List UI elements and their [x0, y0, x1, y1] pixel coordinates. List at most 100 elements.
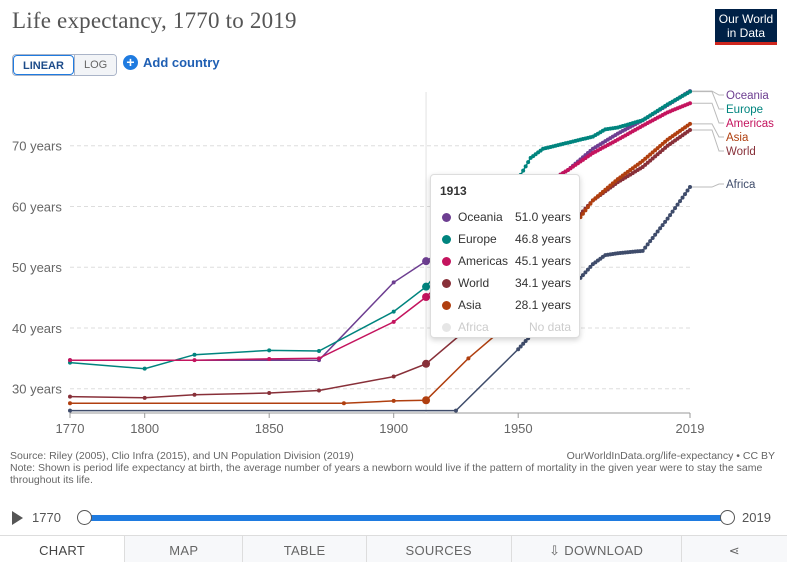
- data-point: [526, 160, 531, 165]
- legend-connector: [692, 123, 724, 138]
- tooltip-series-name: Africa: [458, 320, 489, 334]
- data-point: [267, 390, 272, 395]
- data-point: [688, 101, 692, 106]
- data-point: [650, 235, 655, 240]
- hover-point: [422, 282, 431, 291]
- data-point: [585, 205, 590, 210]
- hover-point: [422, 396, 431, 405]
- tab-table[interactable]: TABLE: [243, 536, 367, 562]
- tooltip-series-name: Europe: [458, 232, 497, 246]
- legend-connector: [692, 102, 724, 124]
- data-point: [316, 388, 321, 393]
- data-point: [588, 264, 593, 269]
- data-point: [670, 209, 675, 214]
- x-tick-label: 2019: [676, 421, 705, 436]
- line-chart: 30 years 40 years 50 years 60 years 70 years…: [12, 89, 774, 436]
- data-point: [391, 374, 396, 379]
- hover-point: [422, 257, 431, 266]
- scale-toggle: LINEAR LOG: [12, 54, 118, 76]
- share-icon: ⋖: [728, 543, 740, 558]
- data-point: [192, 392, 197, 397]
- data-point: [583, 270, 588, 275]
- y-tick-label: 70 years: [12, 139, 62, 154]
- source-link[interactable]: OurWorldInData.org/life-expectancy • CC …: [566, 450, 775, 462]
- tooltip-row-asia: Asia 28.1 years: [440, 294, 571, 316]
- data-point: [68, 394, 72, 399]
- tooltip-value: 51.0 years: [514, 210, 571, 224]
- tooltip-year: 1913: [440, 184, 467, 198]
- data-point: [588, 201, 593, 206]
- tooltip-series-name: World: [458, 276, 490, 290]
- logo-line-2: in Data: [726, 26, 766, 40]
- timeline-track[interactable]: [85, 515, 730, 521]
- data-point: [341, 401, 346, 406]
- data-point: [645, 242, 650, 247]
- data-point: [466, 356, 471, 361]
- x-axis: 1770 1800 1850 1900 1950 2019: [56, 412, 705, 436]
- data-point: [668, 213, 673, 218]
- tooltip-series-name: Asia: [458, 298, 482, 312]
- legend-label-europe: Europe: [726, 104, 763, 116]
- download-icon: ⇩: [549, 543, 565, 558]
- data-point: [688, 127, 692, 132]
- timeline-end-handle[interactable]: [720, 510, 735, 525]
- series-line-world: [69, 129, 691, 399]
- tooltip-row-americas: Americas 45.1 years: [440, 250, 571, 272]
- data-point: [68, 358, 72, 363]
- tooltip-row-world: World 34.1 years: [440, 272, 571, 294]
- note-text: Note: Shown is period life expectancy at…: [10, 462, 763, 486]
- legend-connector: [692, 183, 724, 188]
- grid-lines: [70, 145, 690, 390]
- data-point: [192, 352, 197, 357]
- series-lines: [68, 89, 692, 413]
- legend-connector: [692, 129, 724, 152]
- download-label: DOWNLOAD: [564, 543, 644, 558]
- legend-dot-icon: [442, 234, 451, 244]
- linear-scale-button[interactable]: LINEAR: [13, 55, 74, 75]
- legend-label-americas: Americas: [726, 118, 774, 130]
- data-point: [688, 185, 692, 190]
- tooltip-series-name: Oceania: [458, 210, 503, 224]
- tab-sources[interactable]: SOURCES: [366, 536, 512, 562]
- tooltip-value: 45.1 years: [514, 254, 571, 268]
- log-scale-button[interactable]: LOG: [73, 55, 117, 75]
- data-point: [675, 202, 680, 207]
- x-tick-label: 1770: [56, 421, 85, 436]
- tab-map[interactable]: MAP: [125, 536, 244, 562]
- legend-label-oceania: Oceania: [726, 90, 769, 102]
- tab-chart[interactable]: CHART: [0, 536, 126, 562]
- timeline-start-label: 1770: [32, 510, 61, 525]
- add-country-button[interactable]: + Add country: [123, 55, 220, 70]
- data-point: [683, 192, 688, 197]
- tab-download[interactable]: ⇩ DOWNLOAD: [511, 536, 682, 562]
- owid-logo[interactable]: Our World in Data: [715, 9, 777, 45]
- data-point: [516, 347, 521, 352]
- legend-connector: [692, 91, 724, 110]
- share-button[interactable]: ⋖: [681, 536, 787, 562]
- data-point: [643, 245, 648, 250]
- data-point: [521, 168, 526, 173]
- data-point: [391, 398, 396, 403]
- data-point: [267, 348, 272, 353]
- data-point: [673, 206, 678, 211]
- data-point: [583, 208, 588, 213]
- series-line-africa: [70, 186, 691, 412]
- timeline-end-label: 2019: [742, 510, 771, 525]
- data-point: [655, 229, 660, 234]
- play-icon[interactable]: [12, 511, 23, 525]
- source-text: Source: Riley (2005), Clio Infra (2015),…: [10, 450, 354, 462]
- series-line-asia: [70, 123, 691, 405]
- legend-label-asia: Asia: [726, 132, 749, 144]
- y-tick-label: 60 years: [12, 199, 62, 214]
- data-point: [523, 339, 528, 344]
- legend-dot-icon: [442, 212, 451, 222]
- tooltip-row-oceania: Oceania 51.0 years: [440, 206, 571, 228]
- data-point: [391, 309, 396, 314]
- timeline-start-handle[interactable]: [77, 510, 92, 525]
- data-point: [391, 319, 396, 324]
- data-point: [688, 89, 692, 94]
- y-axis: 30 years 40 years 50 years 60 years 70 years: [12, 139, 62, 397]
- data-point: [685, 188, 690, 193]
- hover-point: [422, 292, 431, 301]
- data-point: [521, 341, 526, 346]
